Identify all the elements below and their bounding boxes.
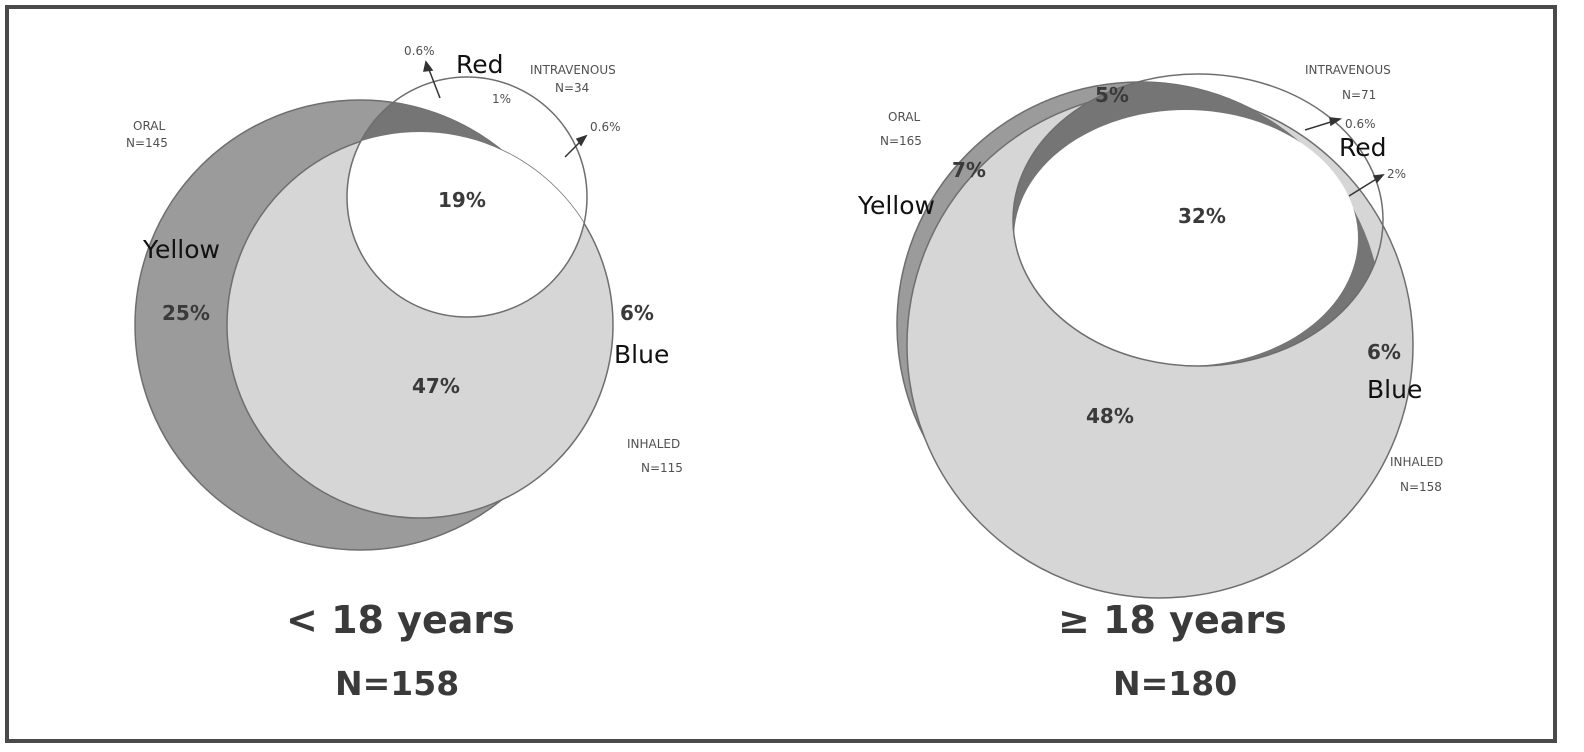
region-oral-inhaled: 47% [412, 374, 460, 398]
intravenous-set-name: INTRAVENOUS [1305, 63, 1391, 77]
region-oral-iv-small: 0.6% [404, 44, 435, 58]
region-oral-only: 7% [952, 158, 986, 182]
inhaled-set-name: INHALED [1390, 455, 1443, 469]
inhaled-set-count: N=158 [1400, 480, 1442, 494]
oral-set-count: N=145 [126, 136, 168, 150]
region-all-three: 19% [438, 188, 486, 212]
region-inhaled-only: 6% [1367, 340, 1401, 364]
region-inhaled-only: 6% [620, 301, 654, 325]
all-three-overlap [1014, 110, 1358, 366]
yellow-label: Yellow [857, 191, 935, 220]
red-label: Red [1339, 133, 1387, 162]
intravenous-circle [346, 76, 588, 318]
region-oral-iv: 5% [1095, 83, 1129, 107]
region-iv-only: 0.6% [1345, 117, 1376, 131]
blue-label: Blue [614, 340, 669, 369]
intravenous-circle [1012, 73, 1384, 367]
oral-set-name: ORAL [133, 119, 166, 133]
yellow-label: Yellow [142, 235, 220, 264]
intravenous-set-count: N=34 [555, 81, 589, 95]
inhaled-set-count: N=115 [641, 461, 683, 475]
region-oral-only: 25% [162, 301, 210, 325]
pointer-arrows [1304, 117, 1385, 197]
age-group-label: ≥ 18 years [1058, 598, 1287, 642]
total-count: N=158 [335, 664, 459, 703]
oral-set-name: ORAL [888, 110, 921, 124]
region-oral-inhaled: 48% [1086, 404, 1134, 428]
all-three-overlap [347, 132, 587, 317]
pointer-arrows [423, 60, 588, 158]
intravenous-set-name: INTRAVENOUS [530, 63, 616, 77]
region-iv-inhaled: 0.6% [590, 120, 621, 134]
age-group-label: < 18 years [286, 598, 515, 642]
inhaled-set-name: INHALED [627, 437, 680, 451]
venn-panel-under-18: ORAL N=145 INTRAVENOUS N=34 INHALED N=11… [126, 44, 683, 703]
total-count: N=180 [1113, 664, 1237, 703]
region-iv-inhaled: 2% [1387, 167, 1406, 181]
region-oral-iv: 1% [492, 92, 511, 106]
venn-panel-18-plus: ORAL N=165 INTRAVENOUS N=71 INHALED N=15… [857, 63, 1443, 703]
blue-label: Blue [1367, 375, 1422, 404]
intravenous-set-count: N=71 [1342, 88, 1376, 102]
oral-set-count: N=165 [880, 134, 922, 148]
region-all-three: 32% [1178, 204, 1226, 228]
red-label: Red [456, 50, 504, 79]
